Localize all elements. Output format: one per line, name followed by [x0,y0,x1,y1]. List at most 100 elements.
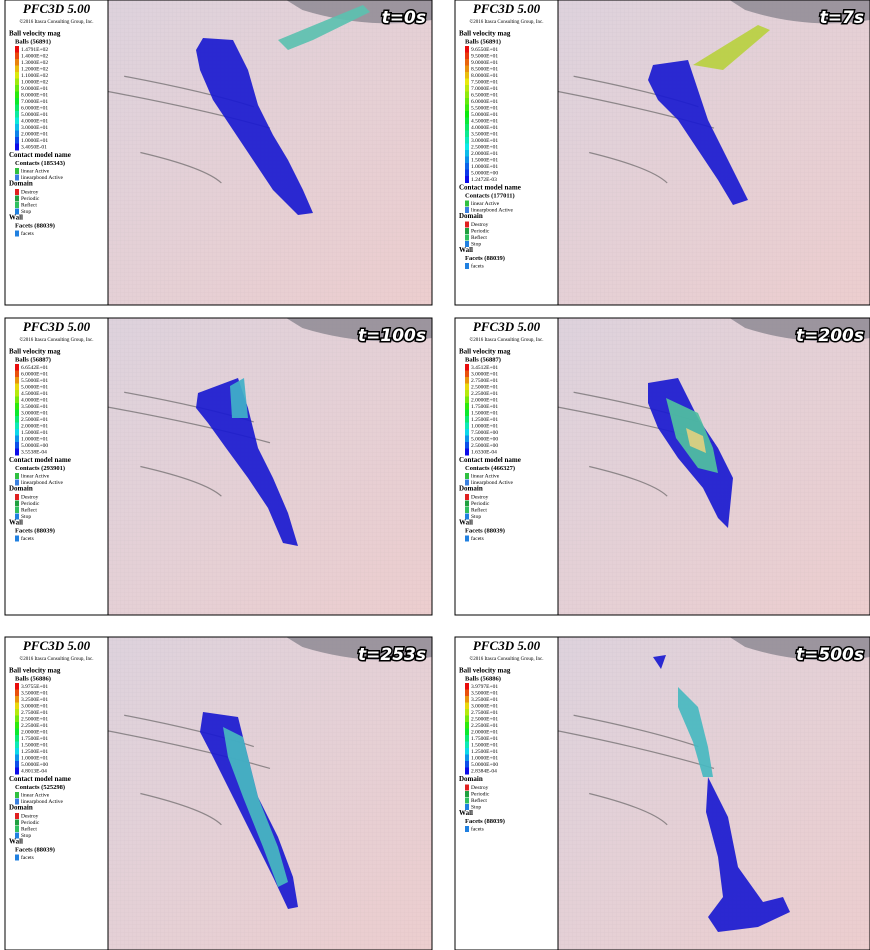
contacts-count: Contacts (293901) [15,465,65,472]
scale-swatch [15,761,19,768]
scale-swatch [465,46,469,53]
legend-swatch [465,263,469,269]
scale-label: 7.5000E+01 [471,79,498,85]
scale-swatch [465,53,469,60]
scale-swatch [465,384,469,391]
facet-item: facets [21,230,34,237]
scale-swatch [465,416,469,423]
scale-label: 1.5000E+01 [21,742,48,748]
scale-swatch [15,696,19,703]
scale-swatch [15,92,19,99]
legend-swatch [465,507,469,513]
terrain-shade [108,318,432,615]
legend-heading: Contact model name [459,456,521,464]
scale-label: 9.6550E+01 [471,47,498,53]
scale-swatch [15,742,19,749]
balls-count: Balls (56886) [15,675,51,682]
legend-swatch [465,228,469,234]
domain-item: Destroy [21,813,39,819]
scale-label: 3.2500E+01 [471,697,498,703]
scale-label: 5.0000E+01 [471,112,498,118]
scale-swatch [465,410,469,417]
legend-swatch [15,536,19,542]
legend-heading: Ball velocity mag [459,667,511,675]
domain-item: Periodic [21,196,40,202]
legend-swatch [465,536,469,542]
scale-label: 4.8013E-04 [21,768,47,774]
legend: PFC3D 5.00©2016 Itasca Consulting Group,… [455,637,558,950]
scale-swatch [15,371,19,378]
domain-item: Reflect [471,506,487,513]
scale-swatch [465,59,469,66]
domain-item: Reflect [471,797,487,804]
scale-swatch [465,690,469,697]
scale-label: 1.0000E+01 [21,755,48,761]
legend-swatch [465,798,469,804]
scale-label: 2.0000E+01 [471,729,498,735]
scale-label: 8.5000E+01 [471,66,498,72]
terrain-shade [108,637,432,950]
scale-swatch [465,85,469,92]
domain-item: Destroy [21,189,39,195]
domain-item: Destroy [21,494,39,500]
scale-swatch [15,683,19,690]
legend: PFC3D 5.00©2016 Itasca Consulting Group,… [5,637,108,950]
scale-label: 5.0000E+00 [471,170,498,176]
legend-heading: Contact model name [459,184,521,192]
scale-label: 4.5000E+01 [471,118,498,124]
scale-swatch [15,410,19,417]
software-title: PFC3D 5.00 [23,1,91,16]
scale-label: 1.0000E+01 [21,436,48,442]
scale-swatch [15,384,19,391]
scale-swatch [465,371,469,378]
scale-label: 6.5000E+01 [471,92,498,98]
scale-label: 5.0000E+00 [21,443,48,449]
scale-label: 4.0000E+01 [21,397,48,403]
scale-swatch [15,748,19,755]
legend-swatch [465,791,469,797]
scale-swatch [15,442,19,449]
scale-swatch [15,436,19,443]
legend-heading: Ball velocity mag [9,30,61,38]
scale-label: 4.0000E+01 [21,118,48,124]
balls-count: Balls (56891) [465,38,501,45]
legend-heading: Wall [9,214,23,222]
legend-swatch [15,494,19,500]
scale-swatch [15,403,19,410]
scale-label: 1.1000E+02 [21,73,48,79]
scale-label: 1.4791E+02 [21,47,48,53]
contacts-count: Contacts (177011) [465,192,515,199]
scale-label: 8.0000E+01 [471,73,498,79]
software-title: PFC3D 5.00 [473,319,541,334]
legend-heading: Ball velocity mag [459,348,511,356]
copyright: ©2016 Itasca Consulting Group, Inc. [19,656,93,662]
scale-swatch [465,449,469,456]
scale-swatch [465,79,469,86]
scale-label: 5.0000E+00 [471,762,498,768]
panel: t=100sPFC3D 5.00©2016 Itasca Consulting … [5,318,432,615]
facets-count: Facets (88039) [15,527,55,534]
facets-count: Facets (88039) [465,527,505,534]
scale-label: 3.0000E+01 [21,703,48,709]
scale-label: 2.5000E+01 [471,716,498,722]
scale-label: 2.2500E+01 [21,723,48,729]
scale-label: 2.7500E+01 [471,378,498,384]
legend-swatch [465,826,469,832]
legend-swatch [15,189,19,195]
scale-swatch [465,163,469,170]
legend-heading: Ball velocity mag [459,30,511,38]
scale-swatch [15,111,19,118]
software-title: PFC3D 5.00 [23,319,91,334]
scale-label: 1.4000E+02 [21,53,48,59]
scale-swatch [465,72,469,79]
legend-heading: Domain [459,485,483,493]
time-label: t=253s [358,645,426,665]
scale-label: 9.0000E+01 [21,86,48,92]
terrain-view: t=253s [108,637,432,950]
legend-heading: Contact model name [9,775,71,783]
software-title: PFC3D 5.00 [473,1,541,16]
scale-label: 1.5000E+01 [471,157,498,163]
legend-heading: Contact model name [9,456,71,464]
scale-label: 1.5000E+01 [471,742,498,748]
